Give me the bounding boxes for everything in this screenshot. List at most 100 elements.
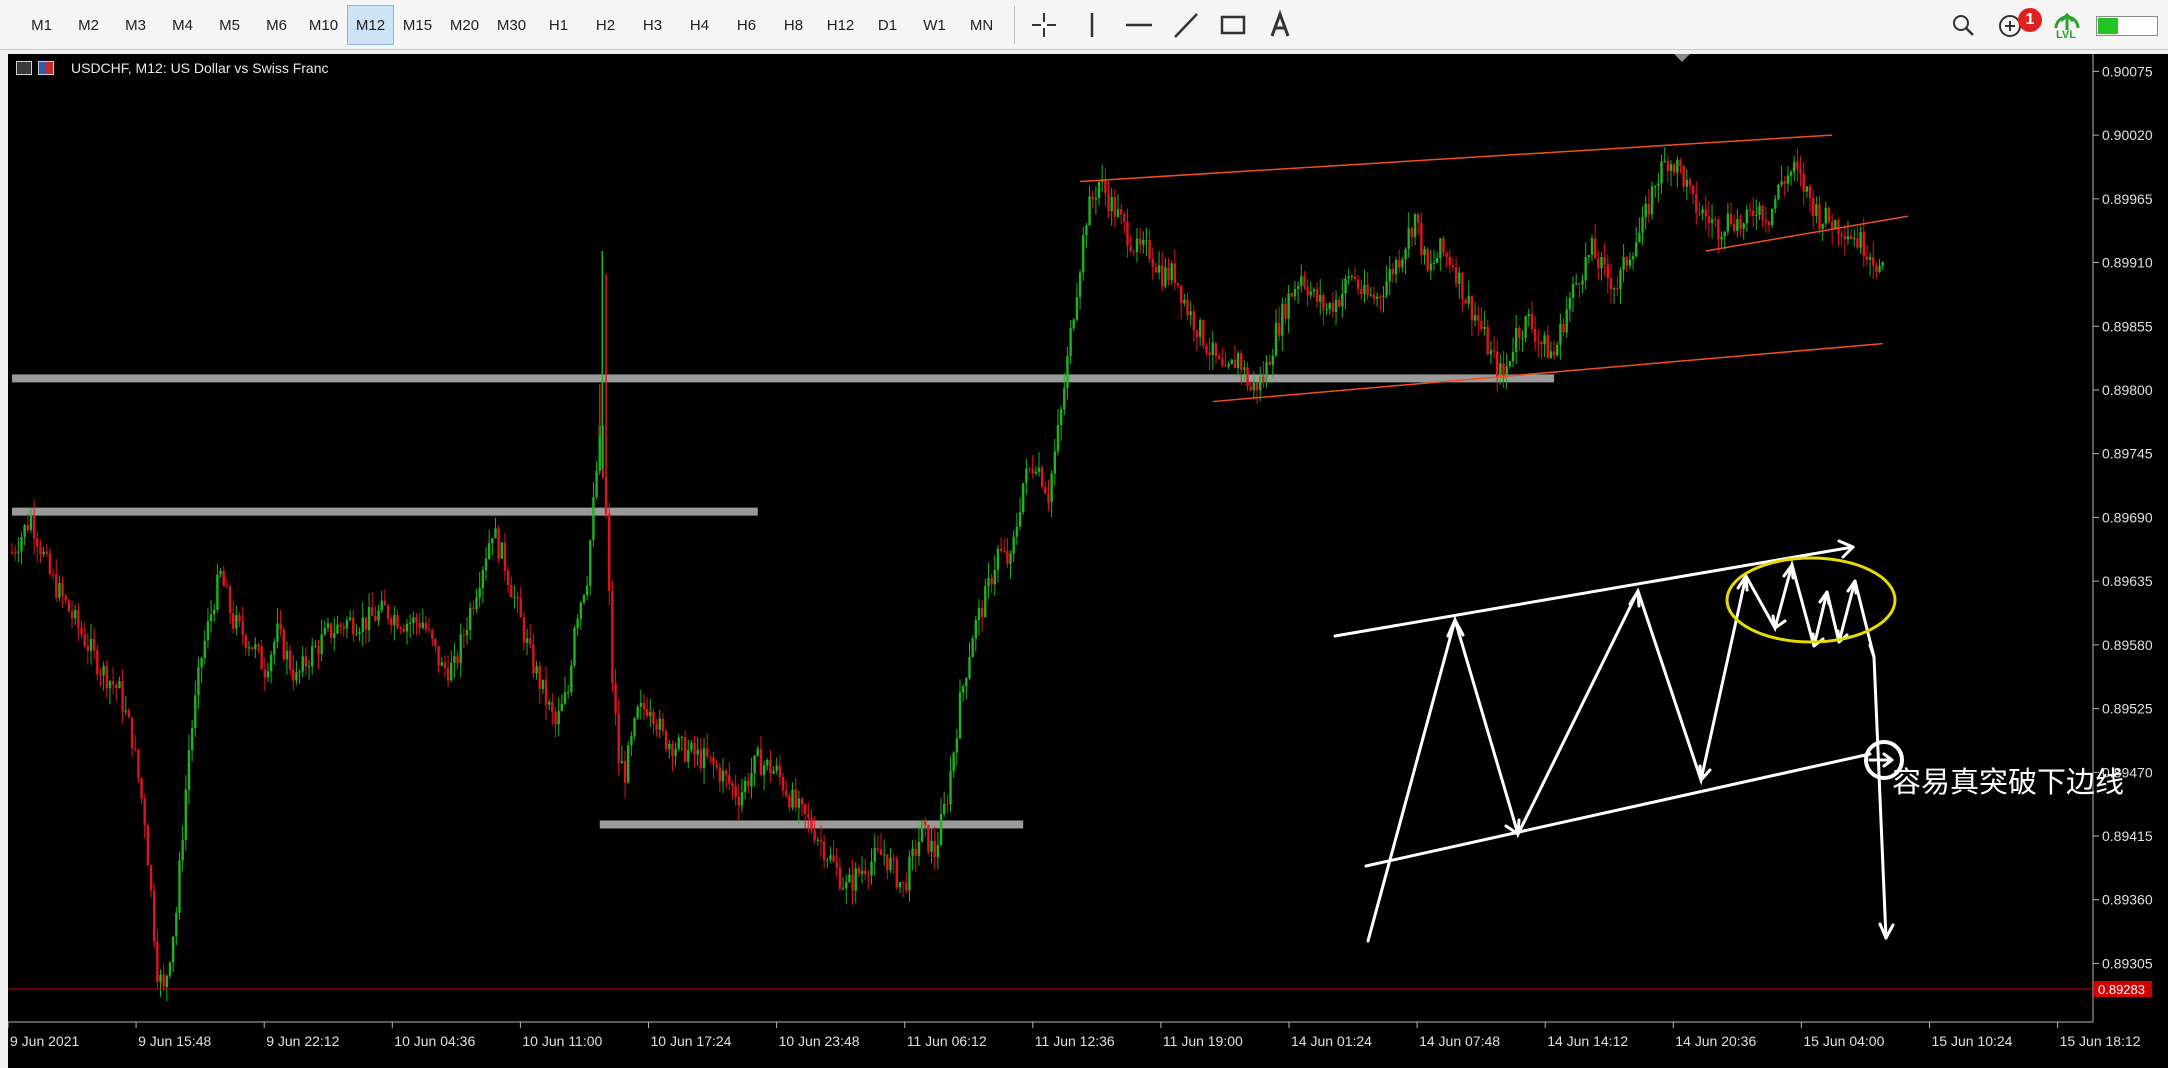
candle-body bbox=[990, 577, 993, 585]
candle-body bbox=[1780, 181, 1783, 185]
timeframe-w1-button[interactable]: W1 bbox=[923, 16, 946, 34]
candle-body bbox=[1524, 316, 1527, 338]
candle-body bbox=[1840, 234, 1843, 236]
search-icon[interactable] bbox=[1946, 8, 1980, 42]
candle-body bbox=[835, 861, 838, 868]
candle-body bbox=[1290, 293, 1293, 297]
candle-body bbox=[769, 759, 772, 774]
candle-body bbox=[1745, 209, 1749, 224]
candle-body bbox=[1372, 294, 1376, 299]
candle-body bbox=[671, 743, 674, 756]
candle-body bbox=[778, 765, 782, 777]
candle-body bbox=[1454, 267, 1458, 284]
timeframe-m30-button[interactable]: M30 bbox=[496, 16, 527, 34]
timeframe-m2-button[interactable]: M2 bbox=[78, 16, 99, 34]
candle-body bbox=[1587, 255, 1591, 258]
candle-body bbox=[1161, 265, 1164, 287]
candle-body bbox=[1350, 276, 1354, 278]
candle-body bbox=[1198, 320, 1202, 337]
candle-body bbox=[1053, 451, 1056, 474]
candle-body bbox=[1202, 320, 1205, 346]
timeframe-h3-button[interactable]: H3 bbox=[642, 16, 663, 34]
horizontal-line-icon[interactable] bbox=[1122, 8, 1156, 42]
candle-body bbox=[1530, 313, 1534, 329]
trend-line-icon[interactable] bbox=[1169, 8, 1203, 42]
candle-body bbox=[1584, 257, 1587, 281]
candle-body bbox=[1366, 284, 1369, 296]
vertical-line-icon[interactable] bbox=[1075, 8, 1109, 42]
timeframe-m5-button[interactable]: M5 bbox=[219, 16, 240, 34]
timeframe-d1-button[interactable]: D1 bbox=[877, 16, 898, 34]
candle-body bbox=[1363, 284, 1366, 295]
candle-body bbox=[311, 646, 314, 667]
candle-body bbox=[743, 780, 747, 793]
timeframe-h12-button[interactable]: H12 bbox=[826, 16, 855, 34]
candle-body bbox=[668, 743, 671, 750]
timeframe-m6-button[interactable]: M6 bbox=[266, 16, 287, 34]
rectangle-icon[interactable] bbox=[1216, 8, 1250, 42]
timeframe-m4-button[interactable]: M4 bbox=[172, 16, 193, 34]
timeframe-m10-button[interactable]: M10 bbox=[308, 16, 339, 34]
candle-body bbox=[254, 644, 257, 650]
timeframe-h8-button[interactable]: H8 bbox=[783, 16, 804, 34]
timeframe-h1-button[interactable]: H1 bbox=[548, 16, 569, 34]
candlestick-chart[interactable]: 0.90075 0.90020 0.89965 0.89910 0.89855 0.898… bbox=[8, 54, 2168, 1068]
text-tool-icon[interactable] bbox=[1263, 8, 1297, 42]
channel-line bbox=[1080, 134, 1833, 183]
toolbar-separator bbox=[1014, 6, 1015, 44]
candle-body bbox=[1129, 245, 1132, 252]
candle-body bbox=[1028, 468, 1031, 470]
candle-body bbox=[1334, 299, 1338, 312]
candle-body bbox=[1710, 219, 1714, 223]
candle-body bbox=[1246, 367, 1249, 387]
candle-body bbox=[1069, 328, 1072, 356]
candle-body bbox=[747, 780, 750, 787]
timeframe-h4-button[interactable]: H4 bbox=[689, 16, 710, 34]
candle-body bbox=[620, 761, 624, 764]
candle-body bbox=[197, 667, 200, 696]
candle-body bbox=[1470, 296, 1474, 321]
timeframe-m20-button[interactable]: M20 bbox=[449, 16, 480, 34]
candle-body bbox=[1183, 299, 1186, 304]
candle-body bbox=[1063, 387, 1066, 410]
crosshair-icon[interactable] bbox=[1027, 8, 1061, 42]
candle-body bbox=[693, 742, 696, 755]
lvl-signal-icon[interactable] bbox=[2050, 6, 2084, 40]
candle-body bbox=[1126, 221, 1129, 246]
price-tick-label: 0.89470 bbox=[2102, 764, 2153, 780]
timeframe-m15-button[interactable]: M15 bbox=[402, 16, 433, 34]
timeframe-m12-button[interactable]: M12 bbox=[347, 5, 394, 45]
timeframe-mn-button[interactable]: MN bbox=[969, 16, 994, 34]
candle-body bbox=[908, 856, 911, 891]
candle-body bbox=[1315, 289, 1319, 302]
candle-body bbox=[781, 776, 785, 791]
candle-body bbox=[1502, 363, 1505, 378]
candle-body bbox=[26, 524, 29, 530]
candle-body bbox=[1398, 260, 1401, 268]
timeframe-m1-button[interactable]: M1 bbox=[31, 16, 52, 34]
candle-body bbox=[1322, 294, 1325, 310]
timeframe-m3-button[interactable]: M3 bbox=[125, 16, 146, 34]
candle-body bbox=[1511, 351, 1515, 362]
candle-body bbox=[1739, 219, 1742, 229]
candle-body bbox=[393, 615, 396, 626]
candle-body bbox=[175, 912, 178, 937]
candle-body bbox=[1486, 326, 1489, 355]
candle-body bbox=[45, 551, 48, 554]
chart-window[interactable]: USDCHF, M12: US Dollar vs Swiss Franc 0.… bbox=[8, 54, 2168, 1068]
candle-body bbox=[826, 859, 829, 861]
candle-body bbox=[965, 678, 968, 687]
candle-body bbox=[788, 795, 791, 808]
timeframe-h2-button[interactable]: H2 bbox=[595, 16, 616, 34]
candle-body bbox=[516, 596, 519, 599]
candle-body bbox=[1631, 256, 1635, 260]
candle-body bbox=[1300, 276, 1303, 286]
candle-body bbox=[320, 634, 323, 654]
candle-body bbox=[1518, 327, 1521, 339]
timeframe-h6-button[interactable]: H6 bbox=[736, 16, 757, 34]
chart-title: USDCHF, M12: US Dollar vs Swiss Franc bbox=[71, 60, 329, 76]
chart-shift-marker bbox=[1674, 54, 1690, 62]
candle-body bbox=[1243, 367, 1246, 370]
candle-body bbox=[1537, 341, 1540, 343]
candle-body bbox=[1078, 272, 1082, 298]
